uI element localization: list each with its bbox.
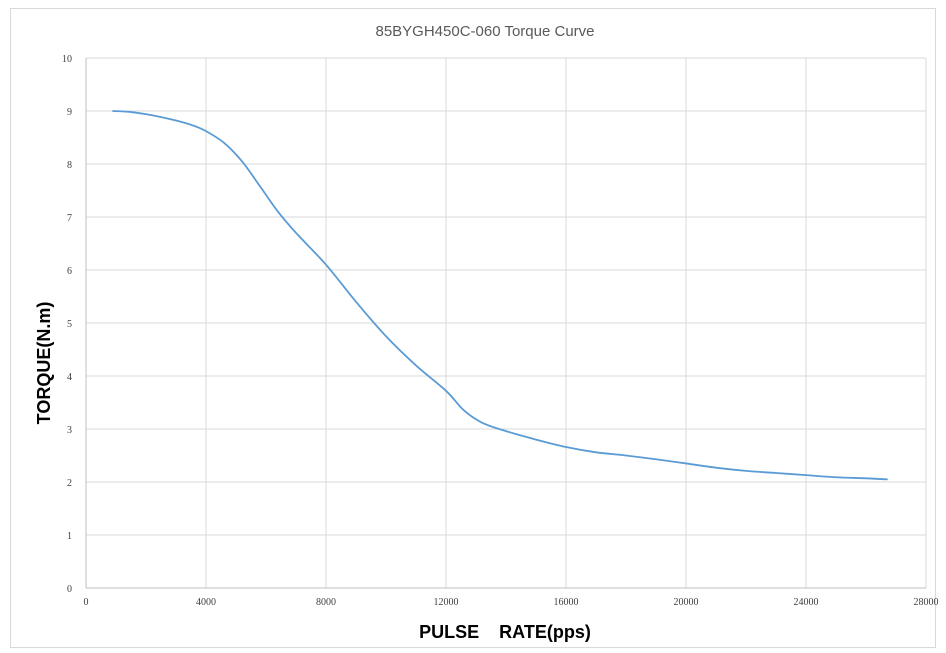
y-tick-label: 9	[67, 107, 72, 118]
y-tick-label: 5	[67, 319, 72, 330]
y-tick-label: 0	[67, 584, 72, 595]
gridlines	[86, 57, 927, 588]
x-tick-label: 20000	[674, 597, 699, 608]
x-tick-label: 12000	[434, 597, 459, 608]
series-layer	[112, 110, 888, 481]
tick-labels: 0 4000 8000 12000 16000 20000 24000 28000 0 1 2 3 4 5…	[62, 54, 939, 608]
x-tick-label: 8000	[316, 597, 336, 608]
x-tick-label: 28000	[914, 597, 939, 608]
axes	[85, 58, 926, 589]
y-tick-label: 8	[67, 160, 72, 171]
y-tick-label: 2	[67, 478, 72, 489]
y-tick-label: 7	[67, 213, 72, 224]
torque-series-line	[112, 110, 888, 481]
chart-title: 85BYGH450C-060 Torque Curve	[375, 23, 594, 40]
chart-frame	[10, 8, 936, 648]
y-tick-label: 3	[67, 425, 72, 436]
y-tick-label: 4	[67, 372, 72, 383]
y-tick-label: 6	[67, 266, 72, 277]
x-tick-label: 4000	[196, 597, 216, 608]
x-tick-label: 0	[84, 597, 89, 608]
y-axis-label: TORQUE(N.m)	[34, 302, 54, 425]
y-tick-label: 1	[67, 531, 72, 542]
x-tick-label: 16000	[554, 597, 579, 608]
x-axis-label: PULSE RATE(pps)	[419, 622, 591, 642]
y-tick-label: 10	[62, 54, 72, 65]
x-tick-label: 24000	[794, 597, 819, 608]
